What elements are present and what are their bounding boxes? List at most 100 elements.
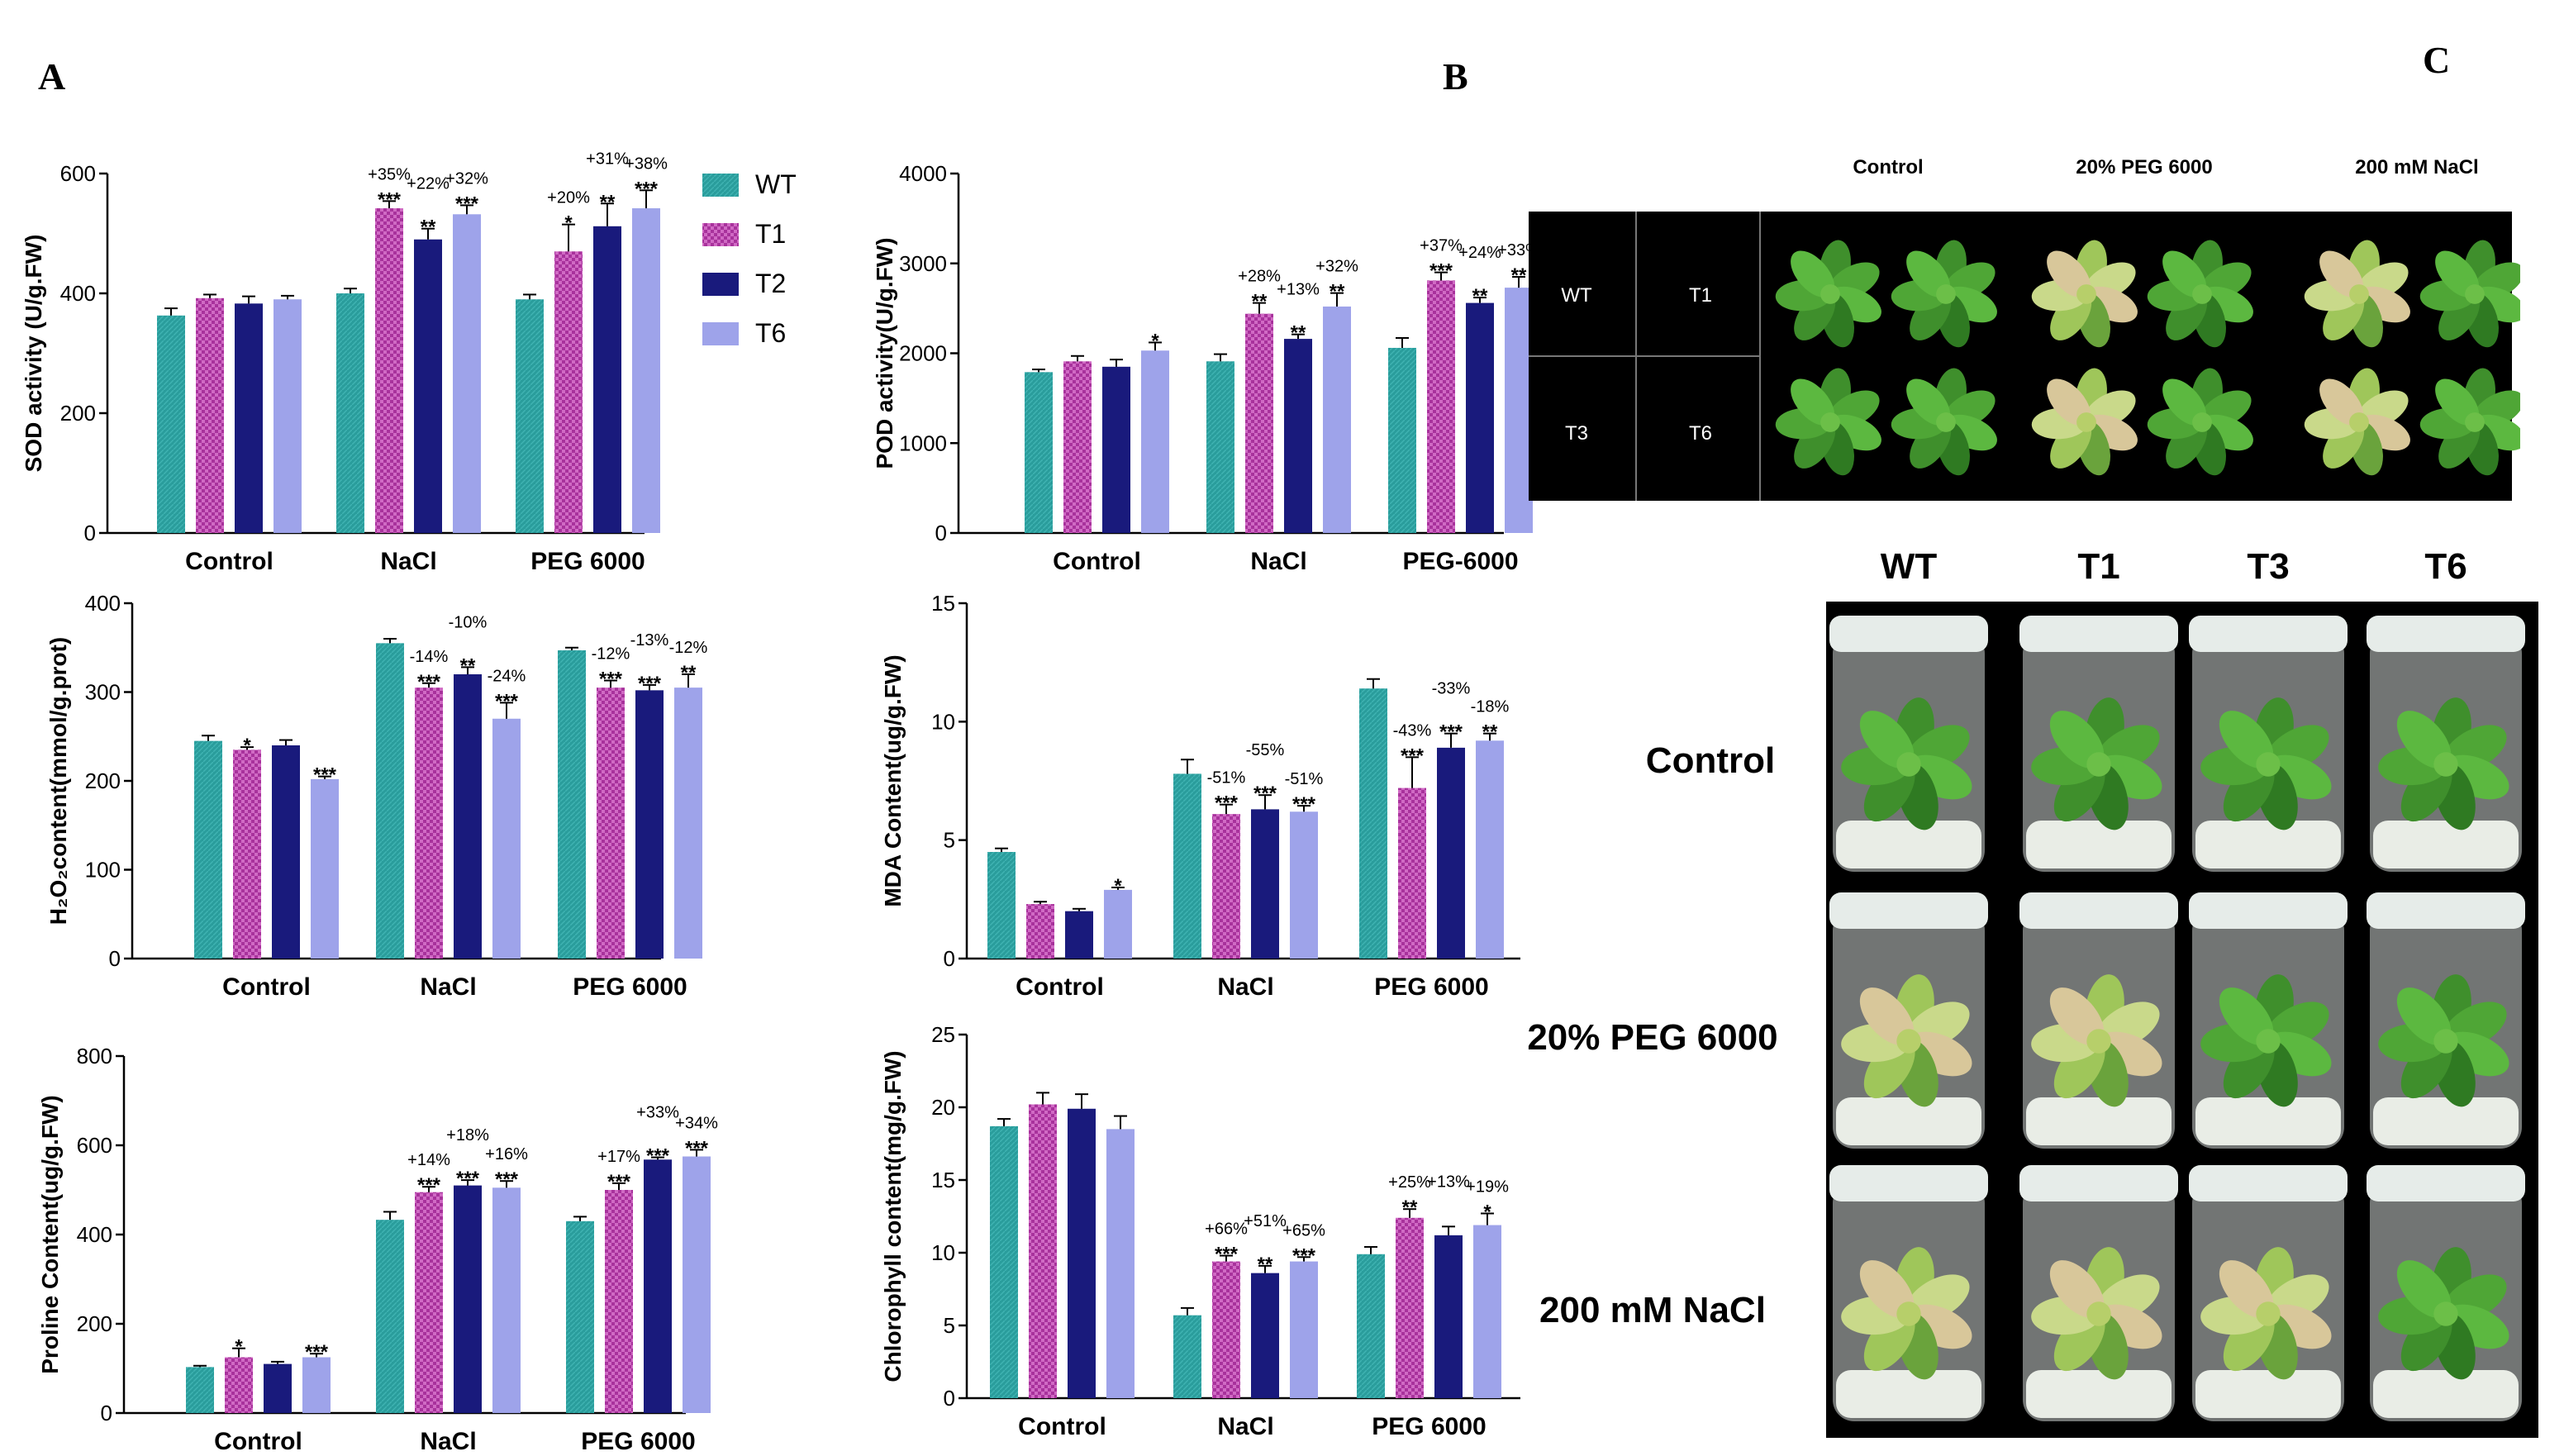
- bar-wt: [157, 315, 185, 533]
- percent-change-label: -33%: [1432, 680, 1471, 698]
- y-axis-label: MDA Content(ug/g.FW): [880, 654, 906, 906]
- bar-t1: [1212, 814, 1240, 959]
- y-tick-label: 3000: [899, 251, 947, 276]
- plant-image: [2200, 697, 2332, 830]
- pod-chart: 0 1000 2000 3000 4000 POD activity(U/g.FW) Con…: [872, 161, 1540, 575]
- photo-row-label: 200 mM NaCl: [1539, 1290, 1766, 1330]
- x-tick-label: Control: [222, 973, 311, 1001]
- bar-wt: [1357, 1254, 1385, 1398]
- bar-wt: [186, 1367, 214, 1413]
- bar-t2: [1065, 911, 1093, 959]
- percent-change-label: +16%: [485, 1145, 528, 1163]
- legend-swatch: [702, 273, 739, 296]
- percent-change-label: +14%: [407, 1151, 450, 1169]
- significance-marker: *: [235, 1336, 243, 1358]
- significance-marker: **: [600, 191, 616, 213]
- bar-t2: [635, 690, 664, 959]
- significance-marker: ***: [417, 671, 441, 693]
- significance-marker: ***: [638, 673, 662, 695]
- bar-wt: [376, 1220, 404, 1413]
- y-axis-label: SOD activity (U/g.FW): [21, 235, 46, 473]
- bar-t1: [554, 251, 583, 533]
- plant-image: [2031, 368, 2138, 476]
- percent-change-label: +24%: [1458, 244, 1501, 262]
- significance-marker: ***: [685, 1137, 709, 1159]
- percent-change-label: +22%: [407, 175, 450, 193]
- plant-image: [2378, 697, 2509, 830]
- h2o2-chart: 0 100 200 300 400 H₂O₂content(mmol/g.prot) Con…: [45, 591, 708, 1001]
- significance-marker: ***: [1292, 1244, 1316, 1267]
- bar-t6: [1323, 306, 1351, 533]
- x-tick-label: PEG 6000: [530, 548, 645, 575]
- panel-label-c: C: [2423, 39, 2451, 81]
- bar-t2: [235, 303, 263, 533]
- bar-t2: [1251, 809, 1279, 959]
- bar-wt: [558, 649, 586, 959]
- percent-change-label: +13%: [1427, 1173, 1470, 1191]
- bar-t2: [414, 239, 442, 533]
- significance-marker: **: [460, 654, 476, 677]
- y-tick-label: 600: [60, 161, 96, 186]
- y-tick-label: 200: [85, 768, 121, 793]
- bar-t6: [683, 1156, 711, 1413]
- bar-t6: [1106, 1129, 1135, 1398]
- y-tick-label: 2000: [899, 341, 947, 366]
- plant-image: [2419, 368, 2520, 476]
- y-tick-label: 600: [77, 1133, 112, 1158]
- y-tick-label: 300: [85, 680, 121, 705]
- plant-image: [2147, 240, 2253, 348]
- percent-change-label: +38%: [625, 155, 668, 173]
- legend-label: WT: [755, 169, 797, 199]
- bar-t1: [1029, 1104, 1057, 1398]
- plant-image: [1841, 1247, 1972, 1380]
- y-tick-label: 0: [944, 946, 955, 971]
- bar-t2: [454, 674, 482, 959]
- significance-marker: ***: [1253, 783, 1277, 805]
- plant-image: [2378, 1247, 2509, 1380]
- plant-image: [2031, 974, 2162, 1107]
- percent-change-label: -12%: [669, 639, 708, 657]
- y-tick-label: 0: [101, 1401, 112, 1425]
- y-axis-label: H₂O₂content(mmol/g.prot): [45, 637, 71, 925]
- x-tick-label: Control: [214, 1428, 302, 1455]
- plant-image: [2031, 1247, 2162, 1380]
- y-tick-label: 400: [77, 1222, 112, 1247]
- bar-t1: [196, 297, 224, 533]
- x-tick-label: Control: [1018, 1413, 1106, 1440]
- significance-marker: ***: [1292, 793, 1316, 816]
- plant-image: [1891, 368, 1997, 476]
- y-tick-label: 10: [931, 1240, 955, 1265]
- legend-label: T2: [755, 269, 786, 298]
- plant-image: [2031, 697, 2162, 830]
- percent-change-label: -10%: [449, 613, 488, 631]
- y-tick-label: 200: [60, 401, 96, 426]
- significance-marker: ***: [607, 1171, 631, 1193]
- bar-t6: [632, 208, 660, 534]
- photo-bottom-panel: WT T1 T3 T6 Control 20% PEG 6000 200 mM NaCl: [1527, 546, 2538, 1438]
- significance-marker: ***: [495, 1168, 519, 1191]
- bar-t2: [1434, 1235, 1463, 1398]
- x-tick-label: PEG 6000: [573, 973, 687, 1001]
- bar-t6: [1290, 811, 1318, 959]
- percent-change-label: +37%: [1420, 237, 1463, 255]
- bar-t1: [1212, 1261, 1240, 1398]
- percent-change-label: +35%: [368, 165, 411, 183]
- percent-change-label: +32%: [445, 169, 488, 188]
- significance-marker: *: [243, 735, 251, 757]
- bar-wt: [1359, 688, 1387, 959]
- percent-change-label: -18%: [1471, 698, 1510, 716]
- percent-change-label: +17%: [597, 1148, 640, 1166]
- x-tick-label: Control: [185, 548, 274, 575]
- plant-image: [1841, 697, 1972, 830]
- y-tick-label: 5: [944, 1313, 955, 1338]
- plant-image: [2200, 974, 2332, 1107]
- bar-t1: [225, 1357, 253, 1413]
- photo-key-label: WT: [1561, 284, 1592, 307]
- significance-marker: **: [1291, 322, 1306, 345]
- y-axis-label: Proline Content(ug/g.FW): [37, 1095, 63, 1374]
- bar-wt: [990, 1125, 1018, 1398]
- photo-key-label: T1: [1689, 284, 1712, 307]
- bar-wt: [1173, 773, 1201, 959]
- y-tick-label: 0: [935, 521, 947, 545]
- y-tick-label: 15: [931, 591, 955, 616]
